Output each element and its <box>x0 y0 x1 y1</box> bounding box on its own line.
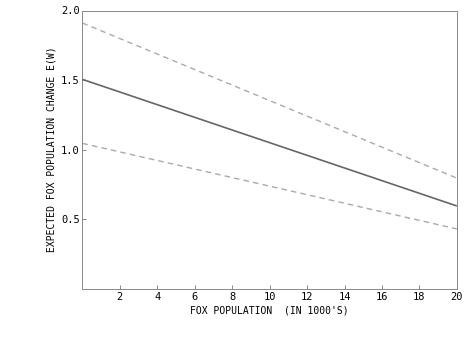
Y-axis label: EXPECTED FOX POPULATION CHANGE E(W): EXPECTED FOX POPULATION CHANGE E(W) <box>47 47 57 252</box>
X-axis label: FOX POPULATION  (IN 1000'S): FOX POPULATION (IN 1000'S) <box>190 306 349 316</box>
